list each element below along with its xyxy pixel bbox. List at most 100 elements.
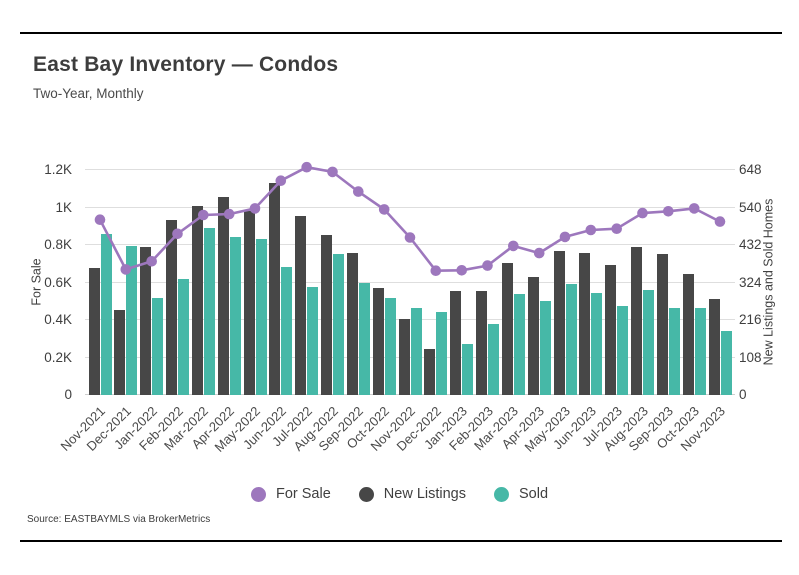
left-axis-tick: 1.2K: [44, 162, 72, 177]
for-sale-marker-Feb-2023: [482, 260, 493, 271]
for-sale-marker-May-2022: [249, 203, 261, 214]
bar-new-listings-Nov-2021: [88, 268, 100, 395]
left-axis-tick: 0.4K: [44, 312, 72, 327]
bar-sold-Aug-2022: [333, 254, 344, 395]
bar-new-listings-Aug-2022: [321, 235, 332, 395]
bar-new-listings-Dec-2022: [424, 348, 436, 395]
left-axis-tick: 0.6K: [44, 274, 72, 290]
bar-new-listings-Sep-2023: [656, 254, 668, 395]
for-sale-marker-Mar-2023: [508, 240, 519, 252]
bar-sold-Dec-2021: [126, 245, 138, 395]
bar-sold-Aug-2023: [643, 289, 654, 395]
bar-sold-Feb-2022: [178, 278, 189, 395]
bottom-divider-rule: [20, 540, 782, 542]
gridline: [85, 169, 735, 170]
for-sale-marker-Dec-2021: [120, 264, 132, 275]
bar-sold-Nov-2021: [100, 233, 112, 395]
right-axis-tick: 540: [739, 199, 762, 215]
bar-new-listings-Oct-2023: [682, 274, 694, 395]
bar-new-listings-Jun-2023: [579, 252, 591, 395]
for-sale-marker-Apr-2023: [533, 247, 545, 259]
bar-sold-Apr-2022: [229, 237, 241, 395]
gridline: [85, 244, 735, 245]
bar-new-listings-Feb-2022: [166, 219, 177, 395]
chart-title: East Bay Inventory — Condos: [33, 53, 339, 76]
bar-sold-Dec-2022: [436, 311, 448, 395]
right-axis-tick: 0: [739, 387, 747, 402]
for-sale-marker-Jun-2023: [585, 224, 597, 236]
chart-subtitle: Two-Year, Monthly: [33, 86, 144, 101]
for-sale-marker-May-2023: [559, 231, 571, 243]
source-attribution: Source: EASTBAYMLS via BrokerMetrics: [27, 514, 211, 525]
right-axis-tick: 324: [739, 274, 762, 290]
for-sale-marker-Oct-2022: [378, 204, 390, 215]
bar-new-listings-Oct-2022: [372, 288, 384, 395]
gridline: [85, 206, 735, 208]
bar-new-listings-Nov-2022: [398, 318, 410, 395]
for-sale-marker-Oct-2023: [688, 203, 700, 214]
bar-new-listings-Jan-2023: [450, 290, 462, 395]
for-sale-marker-Dec-2022: [430, 265, 442, 276]
bar-new-listings-Nov-2023: [708, 298, 720, 395]
for-sale-marker-Jul-2023: [611, 223, 622, 234]
bar-new-listings-May-2022: [243, 210, 255, 395]
bar-sold-Mar-2023: [513, 294, 525, 395]
bar-sold-Jul-2022: [307, 287, 319, 395]
bar-sold-Jun-2022: [281, 266, 293, 395]
right-axis-tick: 432: [739, 237, 762, 252]
left-axis-tick: 0: [64, 387, 72, 402]
legend-label: For Sale: [275, 486, 331, 502]
for-sale-marker-Apr-2022: [223, 208, 235, 220]
plot-area: [85, 150, 735, 395]
for-sale-marker-Sep-2023: [663, 206, 674, 217]
bar-sold-Mar-2022: [203, 228, 215, 395]
gridline: [85, 319, 735, 320]
bar-new-listings-Dec-2021: [114, 309, 126, 395]
for-sale-marker-Mar-2022: [198, 209, 209, 221]
bar-sold-Jan-2023: [462, 343, 474, 395]
bar-sold-Apr-2023: [539, 301, 551, 395]
legend-label: New Listings: [383, 486, 466, 502]
legend-item-sold[interactable]: Sold: [493, 486, 549, 502]
gridline: [85, 281, 735, 283]
bar-sold-Jul-2023: [617, 305, 629, 395]
for-sale-marker-Sep-2022: [353, 186, 364, 197]
right-axis-tick: 108: [739, 349, 762, 365]
bar-new-listings-Apr-2022: [217, 197, 229, 395]
bar-new-listings-Sep-2022: [346, 252, 358, 395]
bar-new-listings-Jul-2023: [605, 264, 617, 395]
bar-new-listings-Jun-2022: [269, 182, 281, 395]
bar-sold-Feb-2023: [488, 323, 499, 395]
bar-sold-May-2023: [565, 283, 577, 395]
legend-item-new-listings[interactable]: New Listings: [358, 486, 466, 502]
bar-new-listings-Jan-2022: [140, 247, 152, 395]
bar-sold-Sep-2023: [668, 308, 680, 395]
legend-swatch-circle: [358, 486, 374, 502]
bar-new-listings-Mar-2022: [191, 205, 203, 395]
for-sale-marker-Jan-2023: [456, 265, 468, 276]
right-axis-tick: 216: [739, 312, 762, 327]
bar-new-listings-Mar-2023: [501, 263, 513, 395]
for-sale-marker-Nov-2022: [404, 232, 416, 243]
legend-item-for-sale[interactable]: For Sale: [250, 486, 331, 502]
bar-sold-Sep-2022: [358, 282, 370, 395]
bar-sold-Jun-2023: [591, 292, 603, 395]
left-axis-tick: 0.8K: [44, 237, 72, 252]
left-axis-tick: 0.2K: [44, 349, 72, 365]
legend: For Sale New Listings Sold: [0, 486, 799, 502]
for-sale-marker-Feb-2022: [172, 228, 183, 240]
bar-sold-Oct-2023: [694, 308, 706, 395]
for-sale-line-layer: [94, 161, 726, 276]
bar-sold-May-2022: [255, 238, 267, 395]
gridline: [85, 394, 735, 395]
legend-swatch-circle: [250, 486, 266, 502]
bar-new-listings-Feb-2023: [476, 290, 487, 395]
bar-new-listings-May-2023: [553, 250, 565, 395]
bar-new-listings-Apr-2023: [527, 276, 539, 395]
for-sale-marker-Nov-2023: [714, 216, 726, 227]
bar-sold-Nov-2022: [410, 308, 422, 395]
for-sale-marker-Jan-2022: [146, 256, 157, 267]
legend-label: Sold: [518, 486, 549, 502]
bar-sold-Jan-2022: [152, 297, 164, 395]
left-axis-tick: 1K: [55, 199, 72, 215]
